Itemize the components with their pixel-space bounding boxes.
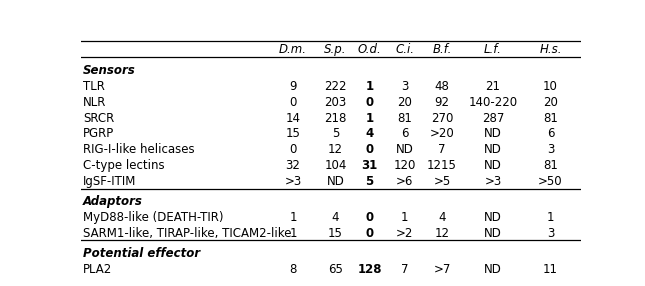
Text: 104: 104 [324,159,347,172]
Text: >5: >5 [433,175,451,188]
Text: 31: 31 [361,159,378,172]
Text: L.f.: L.f. [484,43,502,56]
Text: O.d.: O.d. [358,43,381,56]
Text: 120: 120 [393,159,416,172]
Text: SARM1-like, TIRAP-like, TICAM2-like: SARM1-like, TIRAP-like, TICAM2-like [83,227,292,240]
Text: 287: 287 [482,112,504,124]
Text: 1: 1 [547,211,554,224]
Text: 11: 11 [543,263,558,276]
Text: Potential effector: Potential effector [83,247,200,260]
Text: 4: 4 [439,211,446,224]
Text: MyD88-like (DEATH-TIR): MyD88-like (DEATH-TIR) [83,211,224,224]
Text: ND: ND [484,227,502,240]
Text: 81: 81 [397,112,412,124]
Text: 9: 9 [290,80,297,93]
Text: 0: 0 [366,211,373,224]
Text: D.m.: D.m. [279,43,307,56]
Text: 222: 222 [324,80,347,93]
Text: 15: 15 [328,227,343,240]
Text: 4: 4 [332,211,339,224]
Text: 0: 0 [366,96,373,109]
Text: >3: >3 [484,175,502,188]
Text: 6: 6 [547,127,554,140]
Text: 1: 1 [401,211,408,224]
Text: ND: ND [484,143,502,156]
Text: 203: 203 [324,96,346,109]
Text: 5: 5 [366,175,373,188]
Text: NLR: NLR [83,96,106,109]
Text: 140-220: 140-220 [468,96,517,109]
Text: ND: ND [326,175,344,188]
Text: 3: 3 [547,227,554,240]
Text: 32: 32 [286,159,301,172]
Text: 81: 81 [543,112,558,124]
Text: 7: 7 [439,143,446,156]
Text: PGRP: PGRP [83,127,114,140]
Text: ND: ND [395,143,413,156]
Text: H.s.: H.s. [539,43,562,56]
Text: 218: 218 [324,112,347,124]
Text: 0: 0 [366,227,373,240]
Text: ND: ND [484,263,502,276]
Text: 270: 270 [431,112,453,124]
Text: 92: 92 [435,96,450,109]
Text: 20: 20 [397,96,412,109]
Text: 5: 5 [332,127,339,140]
Text: 12: 12 [328,143,343,156]
Text: 6: 6 [401,127,408,140]
Text: C.i.: C.i. [395,43,414,56]
Text: 7: 7 [401,263,408,276]
Text: >7: >7 [433,263,451,276]
Text: 20: 20 [543,96,558,109]
Text: 8: 8 [290,263,297,276]
Text: 4: 4 [366,127,373,140]
Text: 10: 10 [543,80,558,93]
Text: TLR: TLR [83,80,105,93]
Text: >3: >3 [284,175,302,188]
Text: S.p.: S.p. [324,43,347,56]
Text: >2: >2 [396,227,413,240]
Text: 14: 14 [286,112,301,124]
Text: ND: ND [484,159,502,172]
Text: 3: 3 [401,80,408,93]
Text: 1: 1 [290,227,297,240]
Text: >50: >50 [538,175,563,188]
Text: 48: 48 [435,80,450,93]
Text: B.f.: B.f. [432,43,452,56]
Text: SRCR: SRCR [83,112,114,124]
Text: PLA2: PLA2 [83,263,112,276]
Text: 12: 12 [435,227,450,240]
Text: 15: 15 [286,127,301,140]
Text: 1: 1 [290,211,297,224]
Text: 128: 128 [357,263,382,276]
Text: RIG-I-like helicases: RIG-I-like helicases [83,143,195,156]
Text: 0: 0 [290,96,297,109]
Text: Sensors: Sensors [83,64,136,77]
Text: ND: ND [484,211,502,224]
Text: 0: 0 [290,143,297,156]
Text: 65: 65 [328,263,343,276]
Text: C-type lectins: C-type lectins [83,159,164,172]
Text: 0: 0 [366,143,373,156]
Text: IgSF-ITIM: IgSF-ITIM [83,175,137,188]
Text: ND: ND [484,127,502,140]
Text: 81: 81 [543,159,558,172]
Text: 3: 3 [547,143,554,156]
Text: Adaptors: Adaptors [83,195,143,208]
Text: 1: 1 [366,80,373,93]
Text: 1215: 1215 [427,159,457,172]
Text: 21: 21 [486,80,501,93]
Text: 1: 1 [366,112,373,124]
Text: >6: >6 [396,175,413,188]
Text: >20: >20 [430,127,455,140]
